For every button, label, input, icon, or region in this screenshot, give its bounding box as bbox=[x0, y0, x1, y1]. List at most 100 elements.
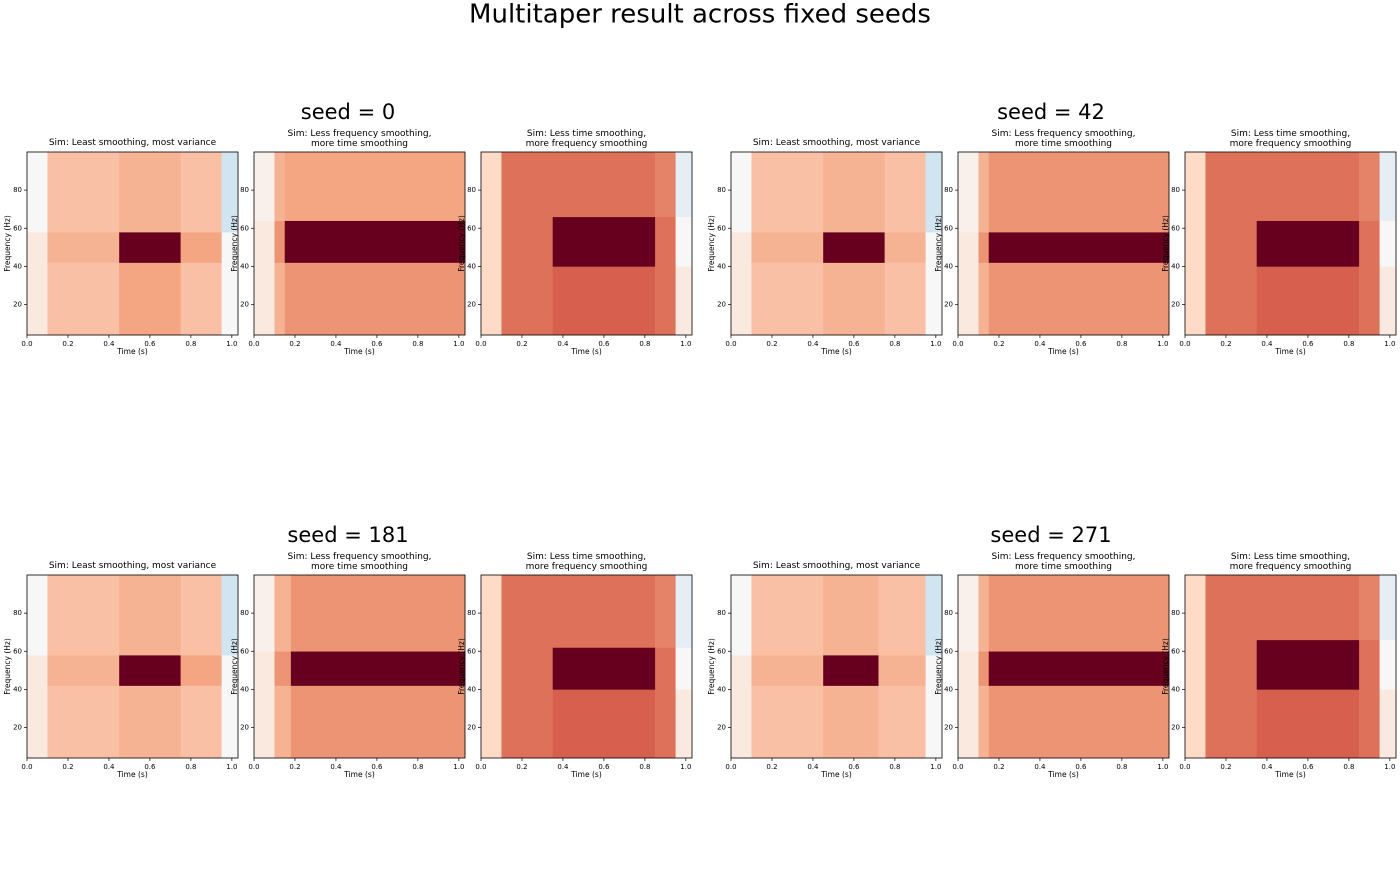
heatmap-cell bbox=[1256, 689, 1360, 759]
subplot-title: Sim: Less frequency smoothing, more time … bbox=[992, 129, 1136, 149]
heatmap-cell bbox=[751, 655, 824, 686]
heatmap-cell bbox=[481, 266, 502, 336]
heatmap-cell bbox=[221, 685, 239, 759]
heatmap-cell bbox=[1205, 689, 1257, 759]
heatmap-cell bbox=[274, 262, 286, 336]
x-tick-label: 0.2 bbox=[1220, 340, 1231, 348]
heatmap-cell bbox=[751, 152, 824, 233]
heatmap-cell bbox=[823, 232, 885, 263]
subplot: 0.0 0.2 0.4 0.6 0.8 1.0 20 40 60 80 Time (s) Freque… bbox=[1161, 552, 1397, 779]
heatmap-cell bbox=[978, 575, 990, 652]
heatmap-cell bbox=[751, 262, 824, 336]
x-tick-label: 0.0 bbox=[248, 340, 259, 348]
y-tick-label: 40 bbox=[944, 262, 953, 270]
x-tick-label: 0.2 bbox=[766, 763, 777, 771]
heatmap-cell bbox=[119, 262, 181, 336]
heatmap-cell bbox=[988, 232, 1170, 263]
subplot-title: Sim: Least smoothing, most variance bbox=[49, 138, 217, 148]
x-tick-label: 1.0 bbox=[226, 763, 237, 771]
x-tick-label: 1.0 bbox=[453, 763, 464, 771]
subplot: 0.0 0.2 0.4 0.6 0.8 1.0 20 40 60 80 Time (s) Freque… bbox=[707, 138, 943, 356]
y-tick-label: 40 bbox=[717, 262, 726, 270]
heatmap-cell bbox=[1256, 639, 1360, 690]
y-tick-label: 40 bbox=[1171, 685, 1180, 693]
heatmap-cell bbox=[655, 575, 676, 648]
heatmap-cell bbox=[884, 152, 926, 233]
heatmap-cell bbox=[552, 647, 656, 690]
y-tick-label: 80 bbox=[13, 186, 22, 194]
heatmap-cell bbox=[988, 651, 1170, 686]
heatmap-cell bbox=[180, 655, 222, 686]
heatmap-cell bbox=[284, 152, 466, 221]
subplot: 0.0 0.2 0.4 0.6 0.8 1.0 20 40 60 80 Time (s) Freque… bbox=[230, 129, 466, 356]
x-tick-label: 0.2 bbox=[993, 763, 1004, 771]
heatmap-cell bbox=[925, 685, 943, 759]
x-tick-label: 0.8 bbox=[412, 340, 423, 348]
y-tick-label: 20 bbox=[944, 301, 953, 309]
heatmap-cell bbox=[221, 232, 239, 263]
heatmap-cell bbox=[731, 655, 752, 686]
y-tick-label: 80 bbox=[944, 186, 953, 194]
x-tick-label: 0.2 bbox=[62, 763, 73, 771]
heatmap-cell bbox=[552, 152, 656, 218]
x-tick-label: 1.0 bbox=[680, 763, 691, 771]
x-tick-label: 0.6 bbox=[371, 340, 383, 348]
heatmap-cell bbox=[481, 689, 502, 759]
heatmap-cell bbox=[1256, 220, 1360, 267]
heatmap-cell bbox=[823, 152, 885, 233]
y-tick-label: 80 bbox=[717, 609, 726, 617]
heatmap-cell bbox=[958, 152, 979, 233]
x-tick-label: 0.2 bbox=[62, 340, 73, 348]
y-tick-label: 80 bbox=[1171, 186, 1180, 194]
y-tick-label: 60 bbox=[1171, 647, 1180, 655]
axes-frame bbox=[480, 574, 693, 759]
heatmap-cell bbox=[884, 232, 926, 263]
axes-frame bbox=[480, 151, 693, 336]
y-tick-label: 60 bbox=[944, 647, 953, 655]
heatmap-cell bbox=[254, 685, 275, 759]
heatmap-cell bbox=[27, 262, 48, 336]
heatmap-cell bbox=[47, 575, 120, 656]
y-tick-label: 60 bbox=[717, 224, 726, 232]
heatmap-cell bbox=[1185, 689, 1206, 759]
x-tick-label: 0.6 bbox=[1075, 340, 1087, 348]
heatmap-cell bbox=[675, 216, 693, 267]
heatmap-cell bbox=[655, 266, 676, 336]
y-axis-label: Frequency (Hz) bbox=[3, 215, 12, 272]
y-tick-label: 60 bbox=[467, 647, 476, 655]
axes-frame bbox=[957, 151, 1170, 336]
x-tick-label: 0.0 bbox=[1179, 340, 1190, 348]
heatmap-cell bbox=[1359, 266, 1380, 336]
heatmap-cell bbox=[925, 262, 943, 336]
heatmap-cell bbox=[1379, 575, 1397, 641]
heatmap-cell bbox=[958, 262, 979, 336]
x-tick-label: 0.8 bbox=[1343, 340, 1354, 348]
heatmap-cell bbox=[254, 152, 275, 221]
y-tick-label: 20 bbox=[944, 724, 953, 732]
x-tick-label: 1.0 bbox=[1157, 340, 1168, 348]
axes-frame bbox=[1184, 574, 1397, 759]
x-tick-label: 0.6 bbox=[144, 763, 156, 771]
heatmap-cell bbox=[290, 651, 466, 686]
heatmap-cell bbox=[675, 152, 693, 218]
y-axis-label: Frequency (Hz) bbox=[457, 638, 466, 695]
heatmap-cell bbox=[27, 575, 48, 656]
y-tick-label: 60 bbox=[13, 647, 22, 655]
subplot-title: Sim: Least smoothing, most variance bbox=[49, 561, 217, 571]
heatmap-cell bbox=[47, 685, 120, 759]
heatmap-cell bbox=[675, 266, 693, 336]
y-tick-label: 40 bbox=[240, 262, 249, 270]
y-axis-label: Frequency (Hz) bbox=[934, 638, 943, 695]
heatmap-cell bbox=[1359, 152, 1380, 221]
y-axis-label: Frequency (Hz) bbox=[230, 215, 239, 272]
heatmap-cell bbox=[254, 220, 275, 263]
y-tick-label: 60 bbox=[467, 224, 476, 232]
heatmap-cell bbox=[284, 220, 466, 263]
x-tick-label: 0.0 bbox=[952, 763, 963, 771]
x-tick-label: 0.2 bbox=[1220, 763, 1231, 771]
x-axis-label: Time (s) bbox=[116, 770, 148, 779]
heatmap-cell bbox=[274, 575, 292, 652]
heatmap-cell bbox=[501, 216, 553, 267]
y-tick-label: 20 bbox=[717, 724, 726, 732]
y-tick-label: 40 bbox=[717, 685, 726, 693]
